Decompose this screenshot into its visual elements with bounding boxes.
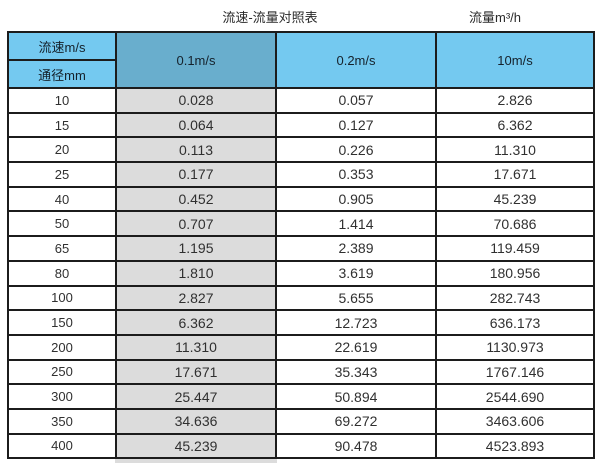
diameter-cell: 40 [7,185,117,213]
table-title: 流速-流量对照表 [222,10,318,25]
flow-0-1ms-cell: 1.810 [115,259,277,287]
corner-cell-velocity: 流速m/s [7,31,117,61]
table-row: 50 0.707 1.414 70.686 [7,210,595,238]
diameter-cell: 350 [7,407,117,435]
flow-10ms-cell: 1767.146 [435,358,595,386]
flow-0-1ms-cell: 17.671 [115,358,277,386]
flow-0-1ms-cell: 45.239 [115,432,277,460]
velocity-col-header-0-2: 0.2m/s [275,31,437,89]
flow-10ms-cell: 282.743 [435,284,595,312]
flow-0-1ms-cell: 2.827 [115,284,277,312]
shaded-column-tail [115,454,277,463]
flow-0-2ms-cell: 0.057 [275,87,437,114]
flow-0-2ms-cell: 12.723 [275,309,437,336]
table-row: 300 25.447 50.894 2544.690 [7,383,595,410]
table-row: 150 6.362 12.723 636.173 [7,309,595,336]
flow-10ms-cell: 180.956 [435,259,595,287]
table-row: 10 0.028 0.057 2.826 [7,87,595,114]
diameter-cell: 65 [7,235,117,262]
flow-0-1ms-cell: 0.113 [115,136,277,164]
table-row: 20 0.113 0.226 11.310 [7,136,595,164]
velocity-col-header-0-1: 0.1m/s [115,31,277,89]
table-row: 350 34.636 69.272 3463.606 [7,407,595,435]
diameter-cell: 250 [7,358,117,386]
flow-0-1ms-cell: 25.447 [115,383,277,410]
flow-10ms-cell: 4523.893 [435,432,595,460]
flow-0-2ms-cell: 0.226 [275,136,437,164]
diameter-cell: 80 [7,259,117,287]
table-row: 65 1.195 2.389 119.459 [7,235,595,262]
flow-rate-table: 流速m/s 0.1m/s 0.2m/s 10m/s 通径mm 10 0.028 … [7,31,595,460]
diameter-cell: 200 [7,333,117,361]
table-row: 400 45.239 90.478 4523.893 [7,432,595,460]
flow-10ms-cell: 2.826 [435,87,595,114]
diameter-cell: 15 [7,111,117,139]
flow-0-1ms-cell: 6.362 [115,309,277,336]
flow-0-1ms-cell: 34.636 [115,407,277,435]
flow-10ms-cell: 636.173 [435,309,595,336]
flow-10ms-cell: 3463.606 [435,407,595,435]
flow-10ms-cell: 70.686 [435,210,595,238]
flow-0-2ms-cell: 1.414 [275,210,437,238]
header-row-bottom: 通径mm [7,59,594,89]
table-row: 200 11.310 22.619 1130.973 [7,333,595,361]
flow-10ms-cell: 17.671 [435,161,595,188]
diameter-cell: 20 [7,136,117,164]
flow-10ms-cell: 1130.973 [435,333,595,361]
flow-0-2ms-cell: 90.478 [275,432,437,460]
velocity-col-header-10: 10m/s [435,31,595,89]
flow-unit-label: 流量m³/h [468,10,522,25]
diameter-cell: 400 [7,432,117,460]
flow-0-2ms-cell: 69.272 [275,407,437,435]
flow-0-1ms-cell: 1.195 [115,235,277,262]
flow-0-2ms-cell: 0.353 [275,161,437,188]
flow-0-1ms-cell: 11.310 [115,333,277,361]
flow-0-2ms-cell: 3.619 [275,259,437,287]
table-header: 流速m/s 0.1m/s 0.2m/s 10m/s 通径mm [7,31,595,89]
flow-0-2ms-cell: 2.389 [275,235,437,262]
flow-10ms-cell: 2544.690 [435,383,595,410]
diameter-cell: 150 [7,309,117,336]
table-row: 100 2.827 5.655 282.743 [7,284,595,312]
header-row-top: 流速m/s 0.1m/s 0.2m/s 10m/s [7,31,595,89]
flow-0-2ms-cell: 35.343 [275,358,437,386]
table-row: 25 0.177 0.353 17.671 [7,161,595,188]
flow-0-1ms-cell: 0.028 [115,87,277,114]
title-bar: 流速-流量对照表 流量m³/h [0,0,600,30]
table-row: 80 1.810 3.619 180.956 [7,259,595,287]
corner-cell-diameter: 通径mm [7,59,117,89]
flow-0-2ms-cell: 0.127 [275,111,437,139]
flow-10ms-cell: 119.459 [435,235,595,262]
flow-0-1ms-cell: 0.452 [115,185,277,213]
table-row: 250 17.671 35.343 1767.146 [7,358,595,386]
diameter-cell: 10 [7,87,117,114]
flow-10ms-cell: 45.239 [435,185,595,213]
flow-0-2ms-cell: 50.894 [275,383,437,410]
diameter-cell: 300 [7,383,117,410]
flow-0-2ms-cell: 0.905 [275,185,437,213]
flow-0-2ms-cell: 5.655 [275,284,437,312]
diameter-cell: 25 [7,161,117,188]
flow-0-1ms-cell: 0.064 [115,111,277,139]
table-body: 10 0.028 0.057 2.826 15 0.064 0.127 6.36… [7,87,595,460]
flow-10ms-cell: 6.362 [435,111,595,139]
diameter-cell: 100 [7,284,117,312]
table-row: 40 0.452 0.905 45.239 [7,185,595,213]
flow-0-1ms-cell: 0.707 [115,210,277,238]
flow-0-1ms-cell: 0.177 [115,161,277,188]
diameter-cell: 50 [7,210,117,238]
flow-10ms-cell: 11.310 [435,136,595,164]
table-row: 15 0.064 0.127 6.362 [7,111,595,139]
flow-0-2ms-cell: 22.619 [275,333,437,361]
